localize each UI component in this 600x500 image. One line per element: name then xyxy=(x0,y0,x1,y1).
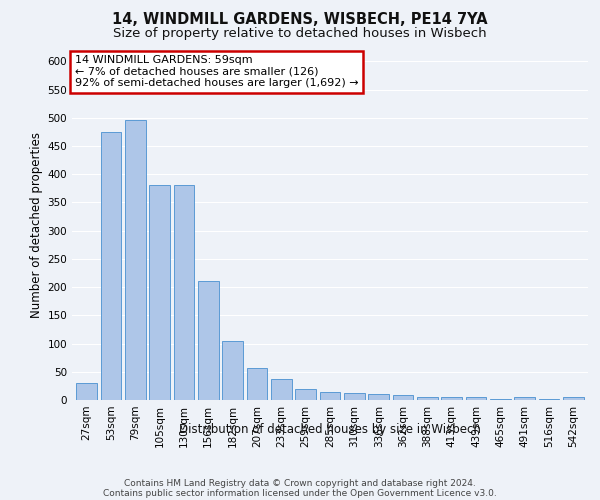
Bar xyxy=(198,282,218,400)
Bar xyxy=(295,388,316,400)
Bar xyxy=(247,368,268,400)
Bar xyxy=(392,395,413,400)
Text: Distribution of detached houses by size in Wisbech: Distribution of detached houses by size … xyxy=(179,422,481,436)
Bar xyxy=(271,379,292,400)
Bar xyxy=(344,393,365,400)
Bar xyxy=(417,397,438,400)
Bar xyxy=(149,185,170,400)
Bar xyxy=(514,397,535,400)
Bar xyxy=(442,397,462,400)
Text: Contains public sector information licensed under the Open Government Licence v3: Contains public sector information licen… xyxy=(103,488,497,498)
Bar xyxy=(222,340,243,400)
Text: Size of property relative to detached houses in Wisbech: Size of property relative to detached ho… xyxy=(113,28,487,40)
Bar xyxy=(173,185,194,400)
Bar xyxy=(466,397,487,400)
Bar xyxy=(76,383,97,400)
Bar xyxy=(368,394,389,400)
Bar xyxy=(101,132,121,400)
Text: 14 WINDMILL GARDENS: 59sqm
← 7% of detached houses are smaller (126)
92% of semi: 14 WINDMILL GARDENS: 59sqm ← 7% of detac… xyxy=(74,56,358,88)
Text: Contains HM Land Registry data © Crown copyright and database right 2024.: Contains HM Land Registry data © Crown c… xyxy=(124,478,476,488)
Bar xyxy=(320,392,340,400)
Y-axis label: Number of detached properties: Number of detached properties xyxy=(30,132,43,318)
Bar xyxy=(125,120,146,400)
Bar xyxy=(563,397,584,400)
Text: 14, WINDMILL GARDENS, WISBECH, PE14 7YA: 14, WINDMILL GARDENS, WISBECH, PE14 7YA xyxy=(112,12,488,28)
